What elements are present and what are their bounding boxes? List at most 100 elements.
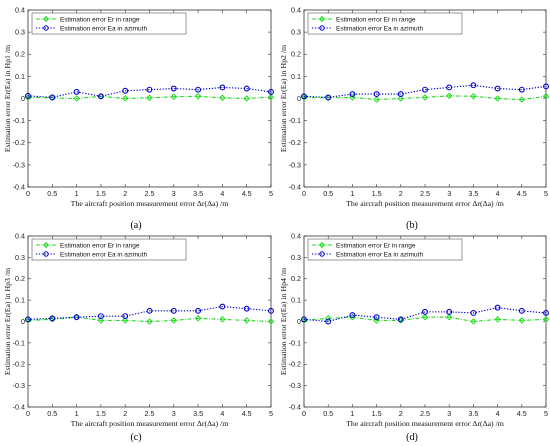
y-tick-label: -0.1	[289, 116, 301, 125]
legend-marker	[42, 241, 50, 249]
x-tick-label: 1.5	[372, 409, 382, 418]
x-tick-label: 0	[302, 189, 306, 198]
series-line	[303, 95, 547, 101]
x-tick-label: 3	[447, 189, 451, 198]
legend: Estimation error Er in range Estimation e…	[31, 12, 187, 35]
y-tick-label: 0.4	[291, 231, 301, 240]
x-axis-label: The aircraft position measurement error …	[71, 199, 229, 208]
chart-panel-2: -0.4 -0.3 -0.2 -0.1 0 0.1 0.2 0.3 0.4 0 0.5 1 1.5 2 2.…	[279, 5, 550, 231]
data-point	[373, 96, 380, 103]
y-tick-label: 0	[21, 317, 25, 326]
x-tick-label: 3	[447, 409, 451, 418]
data-point	[170, 317, 178, 324]
data-point	[470, 82, 477, 89]
legend-marker	[43, 251, 49, 257]
data-point	[324, 94, 332, 102]
x-tick-label: 3.5	[468, 189, 478, 198]
data-point	[445, 313, 453, 321]
data-point	[518, 96, 526, 103]
data-point	[195, 86, 202, 93]
data-point	[73, 314, 80, 321]
x-tick-label: 1	[350, 409, 354, 418]
data-point	[146, 307, 153, 314]
x-axis-label: The aircraft position measurement error …	[346, 419, 504, 428]
x-tick-label: 4	[496, 189, 500, 198]
data-point	[494, 316, 501, 323]
y-tick-label: 0.3	[15, 28, 25, 37]
data-point	[349, 91, 356, 98]
data-point	[195, 307, 202, 314]
panel-caption: (c)	[130, 432, 141, 443]
x-tick-label: 4.5	[517, 409, 527, 418]
data-point	[470, 310, 477, 316]
data-point	[25, 316, 31, 323]
x-tick-label: 4.5	[242, 189, 252, 198]
y-tick-label: -0.4	[289, 402, 301, 411]
data-point	[243, 305, 250, 312]
y-tick-label: -0.1	[13, 116, 25, 125]
legend-label: Estimation error Er in range	[336, 16, 416, 23]
data-point	[325, 318, 332, 325]
x-tick-label: 5	[544, 409, 548, 418]
data-point	[494, 304, 501, 311]
y-tick-label: -0.3	[13, 381, 25, 390]
data-point	[421, 313, 429, 321]
x-tick-label: 4	[220, 409, 224, 418]
panel-caption: (d)	[406, 432, 418, 443]
series-line	[303, 307, 547, 323]
legend-marker	[318, 241, 326, 249]
data-point	[121, 317, 129, 324]
data-point	[170, 307, 177, 314]
data-point	[122, 313, 129, 320]
data-point	[267, 93, 275, 101]
data-point	[397, 316, 404, 323]
x-tick-label: 1.5	[96, 409, 106, 418]
legend-marker	[319, 251, 325, 257]
y-axis-label: Estimation error Er(Ea) in Hp3 /m	[3, 268, 12, 375]
data-point	[97, 93, 104, 100]
x-tick-label: 2.5	[145, 189, 155, 198]
data-point	[421, 94, 429, 101]
data-point	[301, 93, 307, 100]
x-tick-label: 3	[172, 409, 176, 418]
y-tick-label: 0.4	[15, 5, 25, 14]
chart-panel-4: -0.4 -0.3 -0.2 -0.1 0 0.1 0.2 0.3 0.4 0 0.5 1 1.5 2 2.…	[279, 231, 550, 443]
x-tick-label: 5	[269, 409, 273, 418]
x-tick-label: 3	[172, 189, 176, 198]
legend: Estimation error Er in range Estimation e…	[307, 12, 463, 35]
data-point	[24, 317, 32, 324]
y-tick-label: -0.4	[13, 402, 25, 411]
data-point	[121, 95, 129, 102]
data-point	[325, 94, 332, 101]
x-tick-label: 1	[350, 189, 354, 198]
plot-area	[303, 235, 547, 408]
data-point	[373, 314, 380, 321]
legend-label: Estimation error Er in range	[60, 16, 140, 23]
data-point	[243, 95, 251, 102]
chart-panel-1: -0.4 -0.3 -0.2 -0.1 0 0.1 0.2 0.3 0.4 0 0.5 1 1.5 2 2.…	[3, 5, 275, 231]
plot-area	[303, 9, 547, 188]
x-tick-label: 0.5	[323, 409, 333, 418]
data-point	[446, 84, 453, 91]
x-tick-label: 5	[269, 189, 273, 198]
data-point	[170, 85, 177, 92]
data-point	[422, 86, 428, 93]
y-tick-label: 0.3	[15, 253, 25, 262]
data-point	[518, 86, 525, 93]
y-tick-label: 0.2	[15, 274, 25, 283]
y-tick-label: 0.1	[15, 296, 25, 305]
data-point	[194, 314, 202, 322]
legend-marker	[318, 15, 326, 23]
series-line	[27, 86, 272, 98]
legend-marker	[43, 25, 49, 31]
data-point	[518, 317, 526, 324]
x-tick-label: 2.5	[145, 409, 155, 418]
y-tick-label: 0.1	[291, 296, 301, 305]
x-tick-label: 0.5	[323, 189, 333, 198]
y-tick-label: 0.2	[15, 50, 25, 59]
x-tick-label: 2	[123, 409, 127, 418]
legend-label: Estimation error Ea in azimuth	[60, 25, 147, 32]
x-tick-label: 1	[75, 409, 79, 418]
data-point	[73, 95, 80, 102]
